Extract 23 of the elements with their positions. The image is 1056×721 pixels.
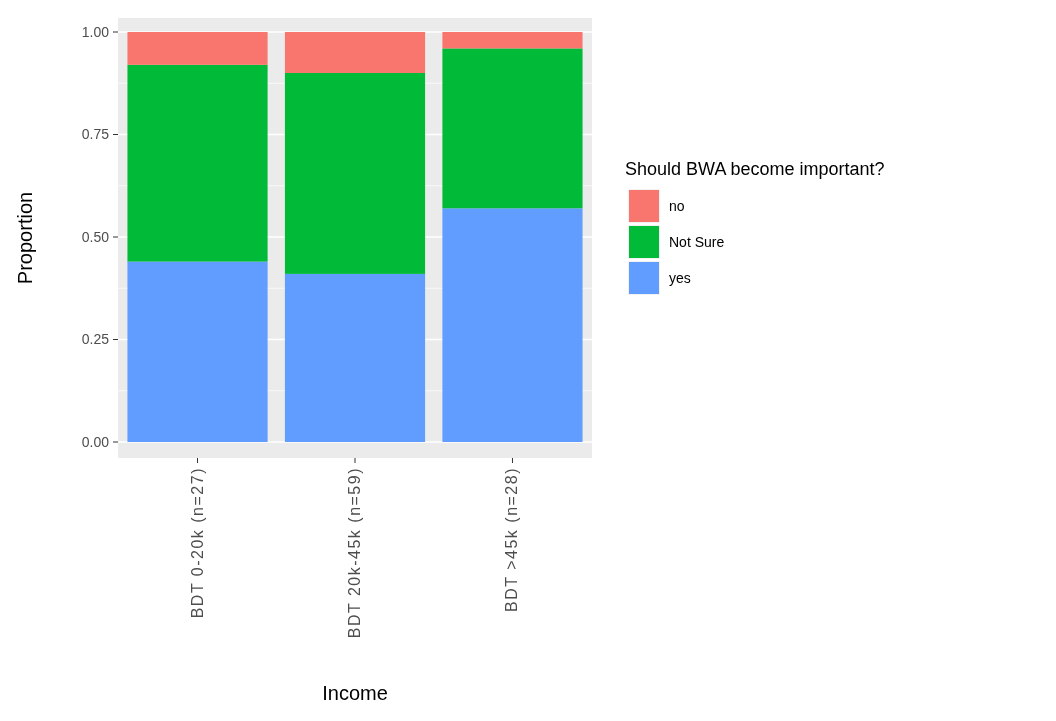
x-tick-label: BDT 20k-45k (n=59): [346, 467, 363, 639]
legend-title: Should BWA become important?: [625, 159, 885, 179]
x-axis-title: Income: [322, 682, 388, 704]
y-tick-label: 0.50: [81, 228, 110, 245]
bar: [442, 48, 583, 209]
x-tick-label: BDT >45k (n=28): [503, 467, 521, 612]
y-tick-label: 1.00: [81, 23, 110, 40]
legend-label: yes: [669, 269, 691, 286]
bar: [127, 64, 268, 262]
bar: [127, 32, 268, 65]
legend-label: Not Sure: [669, 233, 725, 250]
y-tick-label: 0.00: [81, 433, 110, 450]
legend-label: no: [669, 197, 685, 214]
y-tick-label: 0.75: [81, 126, 110, 143]
bar: [127, 261, 268, 442]
bar: [442, 32, 583, 49]
y-axis-title: Proportion: [14, 191, 36, 285]
bar: [442, 208, 583, 442]
y-tick-label: 0.25: [81, 331, 110, 348]
x-tick-label: BDT 0-20k (n=27): [188, 467, 206, 619]
bar: [284, 32, 426, 73]
bar: [284, 73, 426, 274]
bar: [284, 273, 426, 442]
